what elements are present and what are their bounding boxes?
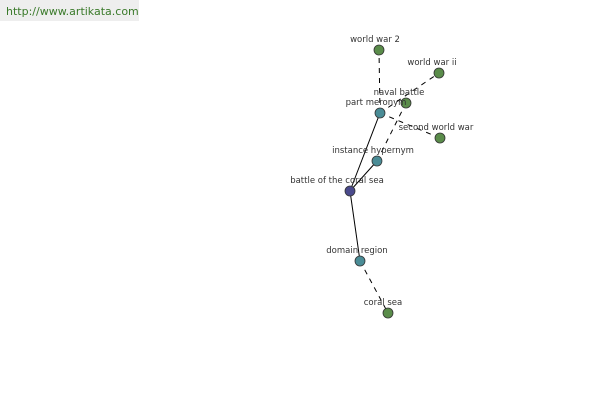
node-label: domain region	[326, 246, 387, 256]
header-url: http://www.artikata.com	[6, 5, 139, 18]
node	[374, 107, 386, 119]
node	[344, 185, 356, 197]
edge	[349, 160, 378, 192]
node	[434, 132, 446, 144]
node-label: instance hypernym	[332, 146, 414, 156]
node-label: naval battle	[374, 88, 425, 98]
node	[382, 307, 394, 319]
edge	[378, 49, 381, 114]
node-label: world war 2	[350, 35, 400, 45]
edge	[349, 190, 361, 262]
header-box	[0, 0, 139, 21]
node	[373, 44, 385, 56]
node	[371, 155, 383, 167]
node	[354, 255, 366, 267]
node-label: second world war	[399, 123, 474, 133]
node-label: part meronym	[346, 98, 407, 108]
edge	[376, 102, 407, 162]
node	[433, 67, 445, 79]
edge	[379, 72, 440, 114]
node-label: world war ii	[407, 58, 456, 68]
edge	[349, 112, 381, 192]
edge	[379, 112, 441, 139]
node-label: battle of the coral sea	[290, 176, 384, 186]
node	[400, 97, 412, 109]
node-label: coral sea	[364, 298, 403, 308]
